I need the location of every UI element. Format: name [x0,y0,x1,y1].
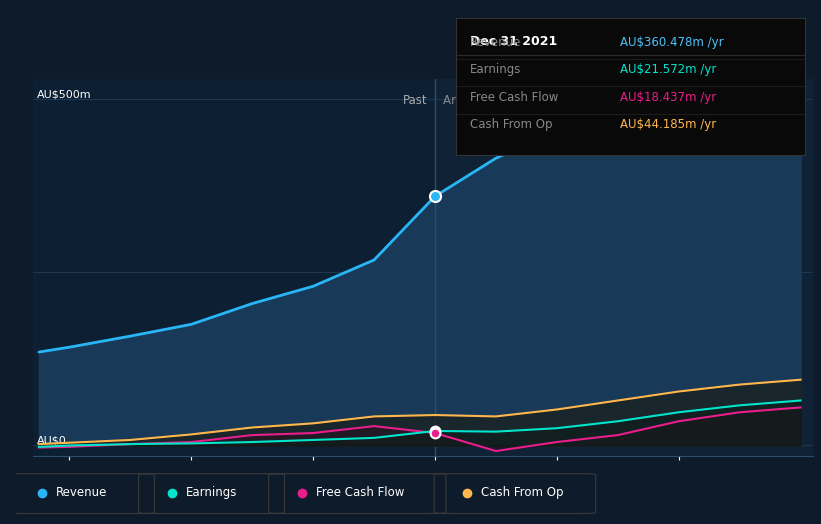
Text: AU$18.437m /yr: AU$18.437m /yr [620,91,716,104]
Bar [33,79,435,456]
Text: Dec 31 2021: Dec 31 2021 [470,35,557,48]
Text: AU$44.185m /yr: AU$44.185m /yr [620,118,716,131]
Text: AU$360.478m /yr: AU$360.478m /yr [620,36,723,49]
Text: Cash From Op: Cash From Op [470,118,552,131]
Text: Past: Past [402,94,427,107]
Text: Revenue: Revenue [56,486,108,499]
Text: Revenue: Revenue [470,36,521,49]
Text: Cash From Op: Cash From Op [481,486,564,499]
Text: Earnings: Earnings [470,63,521,77]
Text: Earnings: Earnings [186,486,237,499]
Text: AU$500m: AU$500m [37,90,91,100]
Text: Free Cash Flow: Free Cash Flow [470,91,558,104]
Text: AU$0: AU$0 [37,435,67,445]
Bar [435,79,813,456]
Text: AU$21.572m /yr: AU$21.572m /yr [620,63,716,77]
Text: Analysts Forecasts: Analysts Forecasts [443,94,553,107]
Text: Free Cash Flow: Free Cash Flow [316,486,404,499]
